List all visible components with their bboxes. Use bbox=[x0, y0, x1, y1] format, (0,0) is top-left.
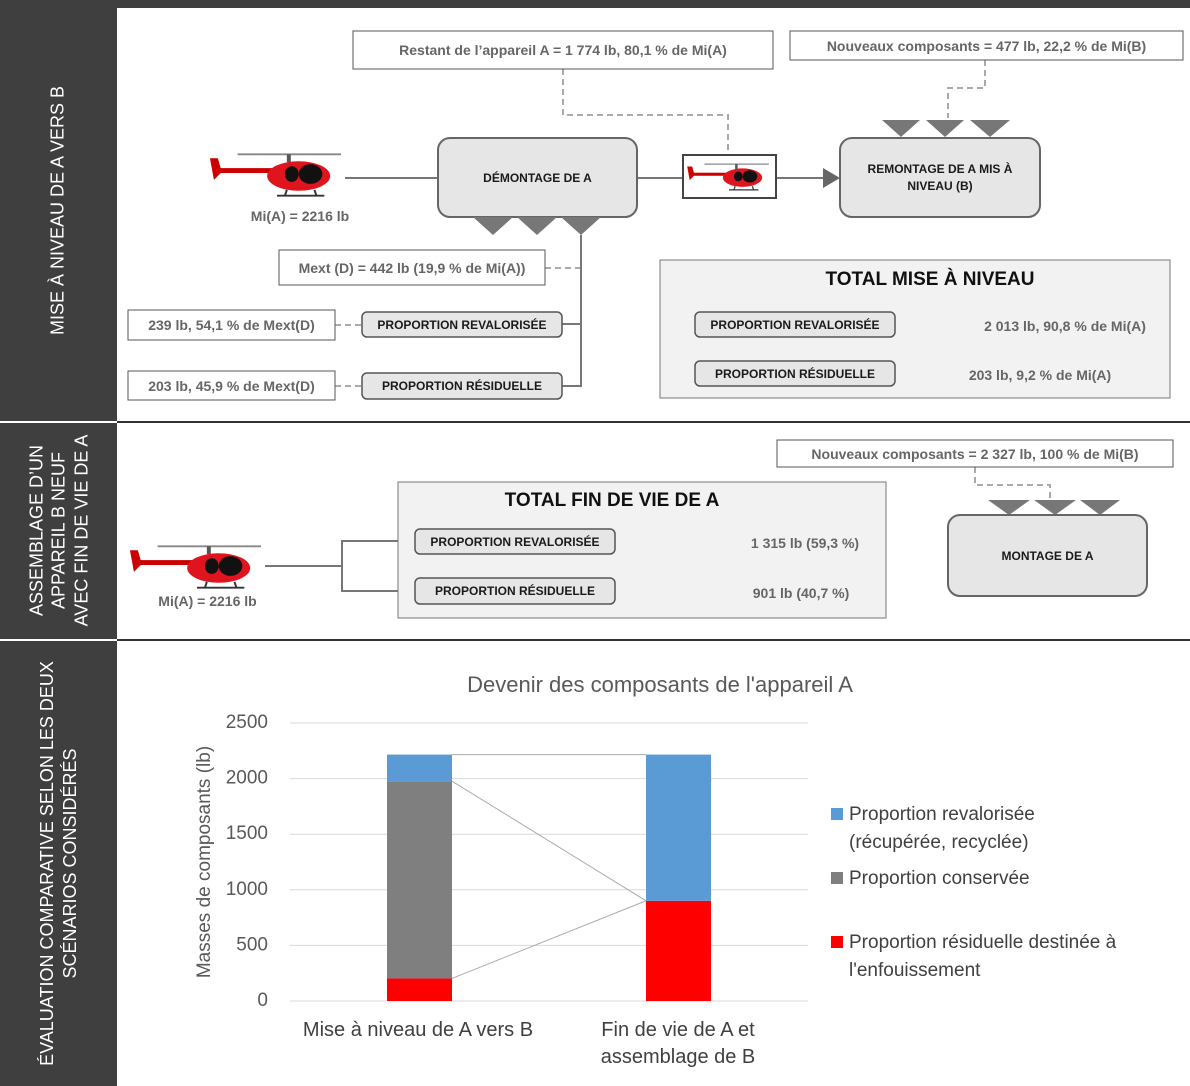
label: 203 lb, 45,9 % de Mext(D) bbox=[148, 377, 315, 394]
panel-title: TOTAL FIN DE VIE DE A bbox=[504, 490, 720, 511]
box-label: PROPORTION RÉSIDUELLE bbox=[381, 379, 542, 393]
box bbox=[361, 372, 563, 400]
box-label: PROPORTION REVALORISÉE bbox=[430, 534, 600, 549]
bar-segment bbox=[646, 754, 711, 901]
series-line bbox=[451, 780, 647, 902]
y-tick-label: 1000 bbox=[226, 879, 268, 900]
sidebar bbox=[0, 0, 117, 1086]
box bbox=[127, 309, 336, 341]
panel-title: TOTAL MISE À NIVEAU bbox=[825, 269, 1035, 290]
box bbox=[278, 249, 546, 286]
box bbox=[127, 370, 336, 401]
box bbox=[352, 30, 774, 70]
series-line bbox=[451, 900, 647, 979]
helicopter-icon bbox=[128, 545, 263, 589]
label: 901 lb (40,7 %) bbox=[752, 585, 850, 601]
y-tick-label: 2000 bbox=[226, 768, 268, 789]
solid-connectors bbox=[265, 177, 823, 592]
label: 239 lb, 54,1 % de Mext(D) bbox=[148, 317, 315, 333]
x-tick-label: Fin de vie de A et assemblage de B bbox=[600, 1019, 756, 1068]
legend-label: Proportion conservée bbox=[849, 868, 1030, 889]
process-box bbox=[839, 137, 1041, 218]
process-box bbox=[947, 514, 1148, 597]
triangles bbox=[473, 120, 1120, 515]
label: Restant de l’appareil A = 1 774 lb, 80,1… bbox=[399, 42, 727, 58]
x-tick-label: Mise à niveau de A vers B bbox=[302, 1019, 534, 1041]
box bbox=[414, 528, 616, 555]
bar-segment bbox=[387, 978, 452, 1001]
section-label: MISE À NIVEAU DE A VERS B bbox=[47, 85, 68, 336]
y-tick-label: 2500 bbox=[226, 712, 268, 733]
y-axis-label: Masses de composants (lb) bbox=[194, 746, 215, 978]
legend-swatch bbox=[831, 808, 843, 820]
bar-segment bbox=[387, 781, 452, 979]
box-label: PROPORTION RÉSIDUELLE bbox=[434, 584, 595, 598]
bar-segment bbox=[387, 754, 452, 782]
label: Mi(A) = 2216 lb bbox=[158, 593, 257, 609]
box bbox=[776, 439, 1174, 468]
top-border bbox=[0, 0, 1190, 8]
box bbox=[361, 311, 563, 338]
y-tick-label: 0 bbox=[257, 990, 268, 1011]
box-label: PROPORTION REVALORISÉE bbox=[710, 317, 880, 332]
y-tick-label: 500 bbox=[236, 934, 268, 955]
label: 2 013 lb, 90,8 % de Mi(A) bbox=[984, 318, 1146, 334]
chart: Devenir des composants de l'appareil A Ma… bbox=[194, 672, 853, 1011]
legend-swatch bbox=[831, 936, 843, 948]
y-tick-label: 1500 bbox=[226, 823, 268, 844]
section-label: ASSEMBLAGE D’UN APPAREIL B NEUF AVEC FIN… bbox=[26, 434, 92, 627]
legend-label: Proportion résiduelle destinée à l'enfou… bbox=[849, 932, 1117, 981]
box bbox=[414, 577, 616, 605]
label: 1 315 lb (59,3 %) bbox=[750, 535, 860, 551]
label: Nouveaux composants = 477 lb, 22,2 % de … bbox=[826, 37, 1147, 54]
box bbox=[789, 30, 1184, 61]
box-label: REMONTAGE DE A MIS À NIVEAU (B) bbox=[867, 161, 1013, 193]
label: 203 lb, 9,2 % de Mi(A) bbox=[968, 367, 1112, 383]
legend-swatch bbox=[831, 872, 843, 884]
box-label: MONTAGE DE A bbox=[1001, 548, 1094, 563]
box-label: DÉMONTAGE DE A bbox=[483, 170, 592, 185]
label: Mext (D) = 442 lb (19,9 % de Mi(A)) bbox=[298, 259, 526, 276]
legend-label: Proportion revalorisée (récupérée, recyc… bbox=[849, 804, 1035, 853]
bar-segment bbox=[646, 900, 711, 1001]
label: Mi(A) = 2216 lb bbox=[250, 208, 350, 224]
box-label: PROPORTION REVALORISÉE bbox=[377, 317, 547, 332]
section-label: ÉVALUATION COMPARATIVE SELON LES DEUX SC… bbox=[37, 661, 80, 1066]
chart-title: Devenir des composants de l'appareil A bbox=[467, 672, 853, 697]
helicopter-icon bbox=[208, 153, 343, 197]
arrow bbox=[823, 168, 840, 188]
box bbox=[694, 311, 896, 338]
box-label: PROPORTION RÉSIDUELLE bbox=[714, 366, 875, 381]
box bbox=[694, 360, 896, 387]
label: Nouveaux composants = 2 327 lb, 100 % de… bbox=[811, 445, 1139, 462]
